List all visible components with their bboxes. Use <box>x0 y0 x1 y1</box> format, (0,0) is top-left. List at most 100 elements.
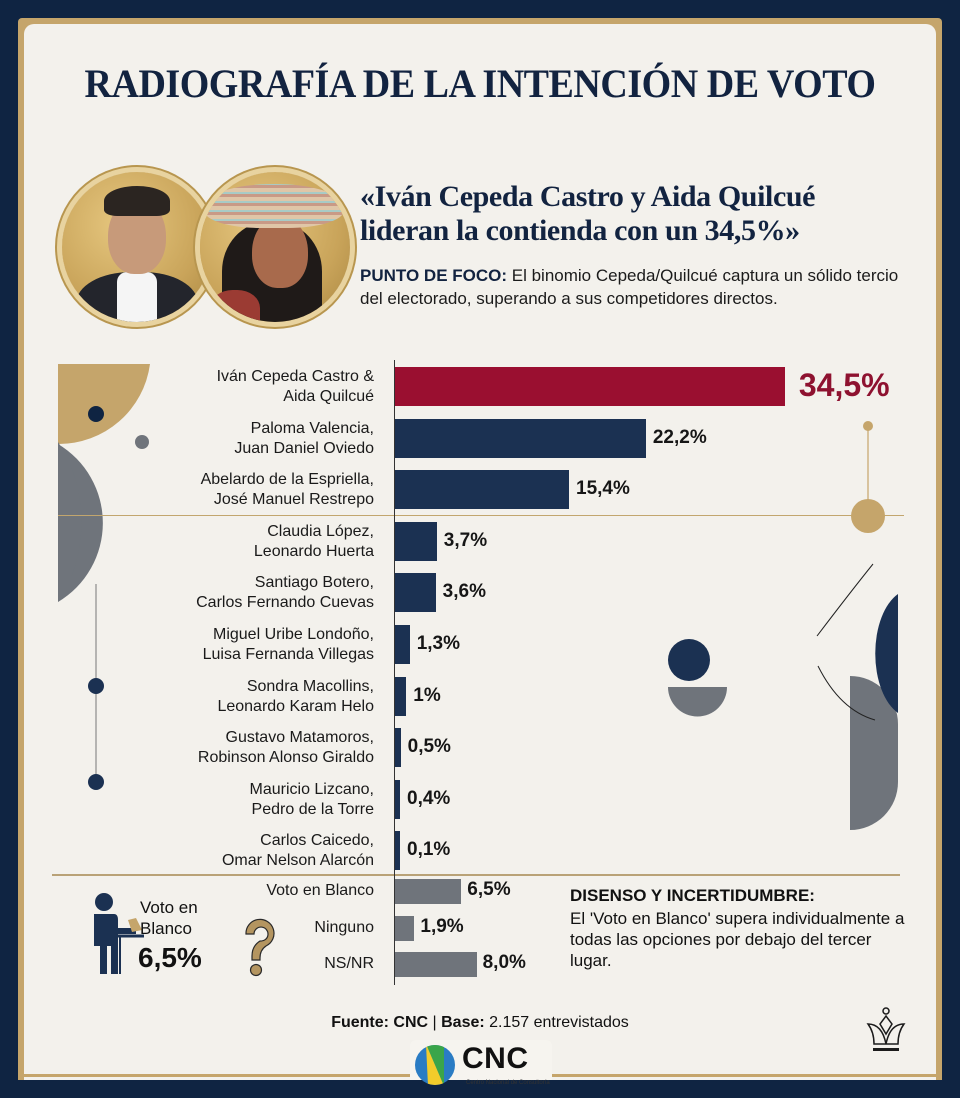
candidate-label-line1: Claudia López, <box>267 522 374 540</box>
blanco-label-line1: Voto en <box>140 898 198 917</box>
candidate-label-line1: Santiago Botero, <box>254 574 374 592</box>
blanco-label-line2: Blanco <box>140 919 192 938</box>
other-option-value-label: 1,9% <box>420 915 464 937</box>
candidate-label-line1: Carlos Caicedo, <box>260 832 374 850</box>
candidate-label: Claudia López, Leonardo Huerta <box>254 522 374 562</box>
navy-circle <box>668 639 710 681</box>
question-mark-icon <box>245 918 275 977</box>
thin-arc <box>816 563 874 637</box>
gold-large-dot <box>851 499 885 533</box>
headline-quote-line2: lideran la contienda con un 34,5%» <box>360 214 800 247</box>
page-title: RADIOGRAFÍA DE LA INTENCIÓN DE VOTO <box>84 61 876 106</box>
divider-top3 <box>58 515 904 516</box>
other-option-label: NS/NR <box>324 955 374 972</box>
bar-value-label: 3,6% <box>442 581 486 603</box>
candidate-label: Miguel Uribe Londoño, Luisa Fernanda Vill… <box>203 625 374 665</box>
source-line: Fuente: CNC | Base: 2.157 entrevistados <box>0 1014 960 1032</box>
candidate-label-line1: Mauricio Lizcano, <box>249 780 375 798</box>
candidate-bar <box>395 418 646 458</box>
candidate-label: Mauricio Lizcano, Pedro de la Torre <box>250 780 375 820</box>
base-text: 2.157 entrevistados <box>484 1014 629 1031</box>
lead-value-label: 34,5% <box>798 367 890 403</box>
candidate-label-line2: Leonardo Huerta <box>253 542 374 560</box>
candidate-label-line2: Juan Daniel Oviedo <box>234 439 374 457</box>
candidate-label: Iván Cepeda Castro & Aida Quilcué <box>217 367 374 407</box>
bar-value-label: 3,7% <box>443 529 488 551</box>
cnc-logo-text: CNC <box>462 1042 529 1075</box>
portrait-clothing <box>210 290 260 322</box>
other-option-bar <box>395 915 415 941</box>
bar-value-label: 0,1% <box>407 839 451 861</box>
gold-small-dot <box>863 421 873 431</box>
other-option-value-label: 6,5% <box>467 879 511 900</box>
footer-navy-band <box>0 1080 960 1098</box>
candidate-bar <box>395 521 437 561</box>
bar-value-label: 22,2% <box>652 426 707 448</box>
candidate-label-line1: Gustavo Matamoros, <box>225 729 375 747</box>
source-separator: | <box>428 1014 442 1031</box>
timeline-dot <box>88 774 104 790</box>
cnc-logo-icon <box>415 1045 455 1085</box>
note-body: El 'Voto en Blanco' supera individualmen… <box>570 909 905 970</box>
candidate-label-line2: José Manuel Restrepo <box>213 491 374 509</box>
ballot-voter-icon <box>94 893 144 974</box>
portrait-cepeda <box>62 172 212 322</box>
thin-arc <box>817 665 876 721</box>
portrait-head <box>252 216 308 288</box>
decorative-shapes-left <box>58 364 150 790</box>
candidate-label: Paloma Valencia, Juan Daniel Oviedo <box>234 419 374 459</box>
blanco-callout-value: 6,5% <box>138 942 202 973</box>
headline-quote-line1: «Iván Cepeda Castro y Aida Quilcué <box>360 180 816 213</box>
navy-half-disc <box>875 594 898 713</box>
portrait-hair <box>104 186 170 216</box>
candidate-label-line2: Robinson Alonso Giraldo <box>197 749 374 767</box>
candidate-label-line2: Pedro de la Torre <box>251 800 374 818</box>
bar-value-label: 0,4% <box>407 787 451 809</box>
focus-label: PUNTO DE FOCO: <box>360 266 508 285</box>
timeline-dot <box>88 678 104 694</box>
portrait-quilcue <box>200 172 350 322</box>
candidate-label-line1: Paloma Valencia, <box>250 419 374 437</box>
candidate-label-line1: Miguel Uribe Londoño, <box>213 626 374 643</box>
other-option-value-label: 8,0% <box>482 952 526 973</box>
crown-icon <box>866 1007 906 1051</box>
candidate-label: Sondra Macollins, Leonardo Karam Helo <box>217 677 374 717</box>
navy-dot <box>88 406 104 422</box>
candidate-bar <box>395 470 570 510</box>
candidate-label-line2: Aida Quilcué <box>283 388 374 405</box>
portrait-hat <box>204 184 344 228</box>
gray-dot <box>135 435 149 449</box>
candidate-label: Carlos Caicedo, Omar Nelson Alarcón <box>222 831 374 871</box>
candidate-label-line2: Omar Nelson Alarcón <box>221 852 374 870</box>
candidate-label-line1: Iván Cepeda Castro & <box>216 368 374 385</box>
bar-value-label: 0,5% <box>407 736 451 758</box>
source-label: Fuente: CNC <box>331 1014 429 1031</box>
candidate-label-line2: Leonardo Karam Helo <box>217 697 374 715</box>
decorative-shapes-right <box>668 421 898 830</box>
candidate-bar <box>395 779 400 819</box>
candidate-label-line2: Carlos Fernando Cuevas <box>196 594 374 612</box>
gray-bowl <box>668 687 727 717</box>
focus-paragraph: PUNTO DE FOCO: El binomio Cepeda/Quilcué… <box>360 264 900 310</box>
candidate-label-line1: Abelardo de la Espriella, <box>200 471 374 489</box>
blanco-callout-label: Voto en Blanco <box>140 897 198 939</box>
candidate-label: Gustavo Matamoros, Robinson Alonso Girald… <box>198 728 374 768</box>
other-option-bar <box>395 952 477 977</box>
divider-others <box>52 874 900 876</box>
candidate-bar <box>395 625 410 664</box>
chart-axis <box>394 360 395 985</box>
candidate-label: Santiago Botero, Carlos Fernando Cuevas <box>196 573 374 613</box>
note-title: DISENSO Y INCERTIDUMBRE: <box>570 886 815 905</box>
portrait-shirt <box>117 272 157 322</box>
lead-bar <box>395 367 785 406</box>
headline-quote: «Iván Cepeda Castro y Aida Quilcué lider… <box>360 180 815 248</box>
focus-text: El binomio Cepeda/Quilcué captura un sól… <box>360 266 899 308</box>
candidate-bar <box>395 831 400 871</box>
bar-value-label: 15,4% <box>576 478 630 500</box>
other-option-label: Ninguno <box>314 918 374 936</box>
candidate-bar <box>395 573 436 613</box>
bar-value-label: 1,3% <box>416 633 460 654</box>
gold-quarter-circle <box>58 364 150 445</box>
cnc-logo-subtitle: Centro Nacional de Consultoría <box>466 1080 550 1086</box>
candidate-label-line1: Sondra Macollins, <box>246 677 374 695</box>
